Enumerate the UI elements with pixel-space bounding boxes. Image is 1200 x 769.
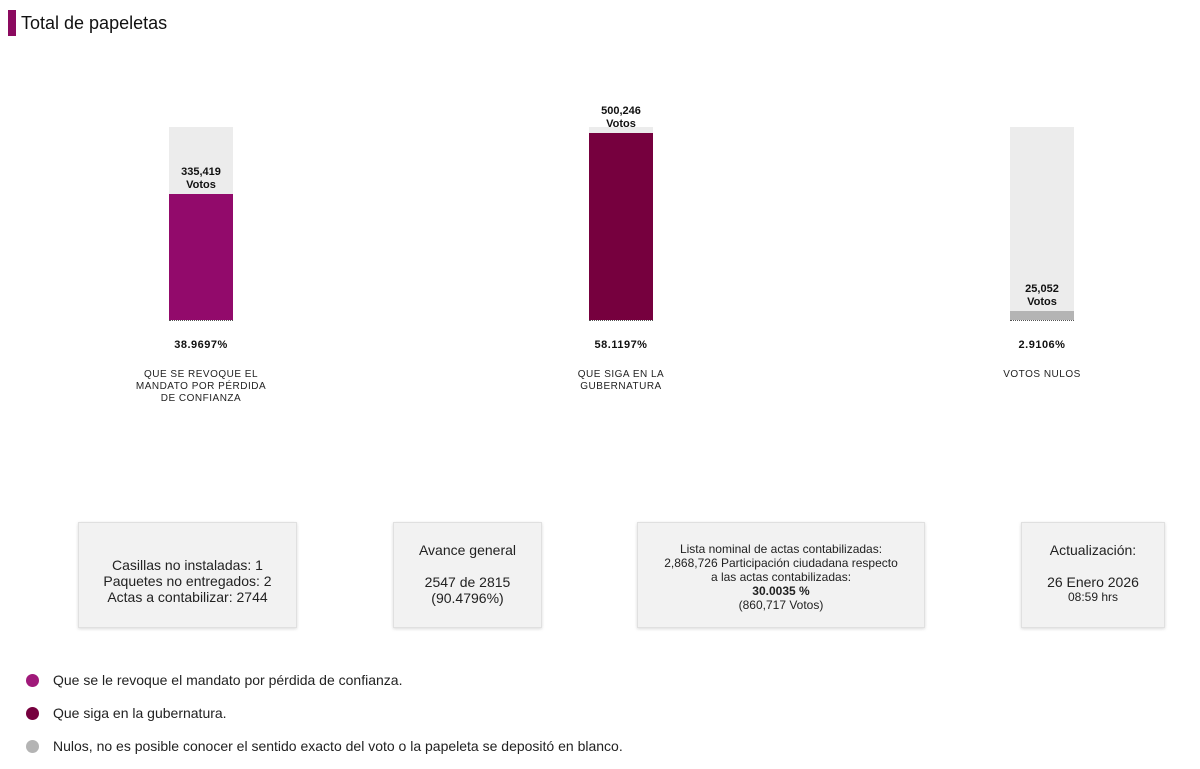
legend-label-nulos: Nulos, no es posible conocer el sentido …	[53, 738, 623, 754]
category-label-siga: QUE SIGA EN LA GUBERNATURA	[577, 369, 665, 392]
bar-percent-revoque: 38.9697%	[174, 339, 228, 351]
legend-dot-revoque	[26, 673, 39, 687]
avance-percent: (90.4796%)	[431, 590, 504, 606]
title-accent-bar	[8, 10, 16, 36]
casillas-no-instaladas: Casillas no instaladas: 1	[112, 557, 263, 573]
legend-dot-siga	[26, 706, 39, 720]
vote-bar-chart: 335,419 Votos 38.9697% QUE SE REVOQUE EL…	[135, 105, 1092, 404]
paquetes-no-entregados: Paquetes no entregados: 2	[103, 573, 272, 589]
bar-percent-siga: 58.1197%	[594, 339, 648, 351]
legend-item-revoque[interactable]: Que se le revoque el mandato por pérdida…	[26, 670, 623, 690]
legend-label-revoque: Que se le revoque el mandato por pérdida…	[53, 672, 403, 688]
category-label-revoque: QUE SE REVOQUE EL MANDATO POR PÉRDIDA DE…	[135, 369, 267, 404]
bar-unit-nulos: Votos	[1027, 296, 1057, 308]
bar-value-label-nulos: 25,052 Votos	[992, 283, 1092, 309]
bar-baseline	[169, 320, 233, 321]
bar-baseline	[589, 320, 653, 321]
bar-value-revoque: 335,419	[181, 166, 221, 178]
category-label-nulos: VOTOS NULOS	[1003, 369, 1081, 380]
legend-label-siga: Que siga en la gubernatura.	[53, 705, 227, 721]
avance-value: 2547 de 2815	[424, 574, 511, 590]
participacion-percent: 30.0035 %	[752, 584, 810, 598]
actualizacion-time: 08:59 hrs	[1067, 590, 1119, 604]
bar-unit-revoque: Votos	[186, 179, 216, 191]
card-avance-general: Avance general 2547 de 2815 (90.4796%)	[393, 522, 542, 628]
actualizacion-title: Actualización:	[1049, 542, 1137, 558]
legend-dot-nulos	[26, 739, 39, 753]
bar-value-label-siga: 500,246 Votos	[571, 105, 671, 131]
bar-value-siga: 500,246	[601, 105, 641, 117]
bar-unit-siga: Votos	[606, 118, 636, 130]
legend-item-nulos[interactable]: Nulos, no es posible conocer el sentido …	[26, 736, 623, 756]
actas-a-contabilizar: Actas a contabilizar: 2744	[107, 589, 268, 605]
legend: Que se le revoque el mandato por pérdida…	[26, 670, 623, 769]
bar-nulos[interactable]	[1010, 311, 1074, 320]
bar-track-siga	[589, 127, 653, 321]
bar-value-nulos: 25,052	[1025, 283, 1059, 295]
lista-line1: Lista nominal de actas contabilizadas:	[679, 542, 883, 556]
lista-line2: 2,868,726 Participación ciudadana respec…	[664, 556, 898, 570]
page-title: Total de papeletas	[21, 12, 168, 33]
participacion-votes: (860,717 Votos)	[738, 598, 824, 612]
card-casillas: Casillas no instaladas: 1 Paquetes no en…	[78, 522, 297, 628]
legend-item-siga[interactable]: Que siga en la gubernatura.	[26, 703, 623, 723]
card-lista-nominal: Lista nominal de actas contabilizadas: 2…	[637, 522, 925, 628]
bar-baseline	[1010, 320, 1074, 321]
avance-title: Avance general	[418, 542, 517, 558]
bar-value-label-revoque: 335,419 Votos	[151, 166, 251, 192]
page-title-bar: Total de papeletas	[8, 10, 167, 36]
bar-track-revoque	[169, 127, 233, 321]
bar-revoque[interactable]	[169, 194, 233, 320]
card-actualizacion: Actualización: 26 Enero 2026 08:59 hrs	[1021, 522, 1165, 628]
lista-line3: a las actas contabilizadas:	[710, 570, 852, 584]
bar-siga[interactable]	[589, 133, 653, 320]
actualizacion-date: 26 Enero 2026	[1047, 574, 1139, 590]
bar-percent-nulos: 2.9106%	[1018, 339, 1066, 351]
bar-track-nulos	[1010, 127, 1074, 321]
